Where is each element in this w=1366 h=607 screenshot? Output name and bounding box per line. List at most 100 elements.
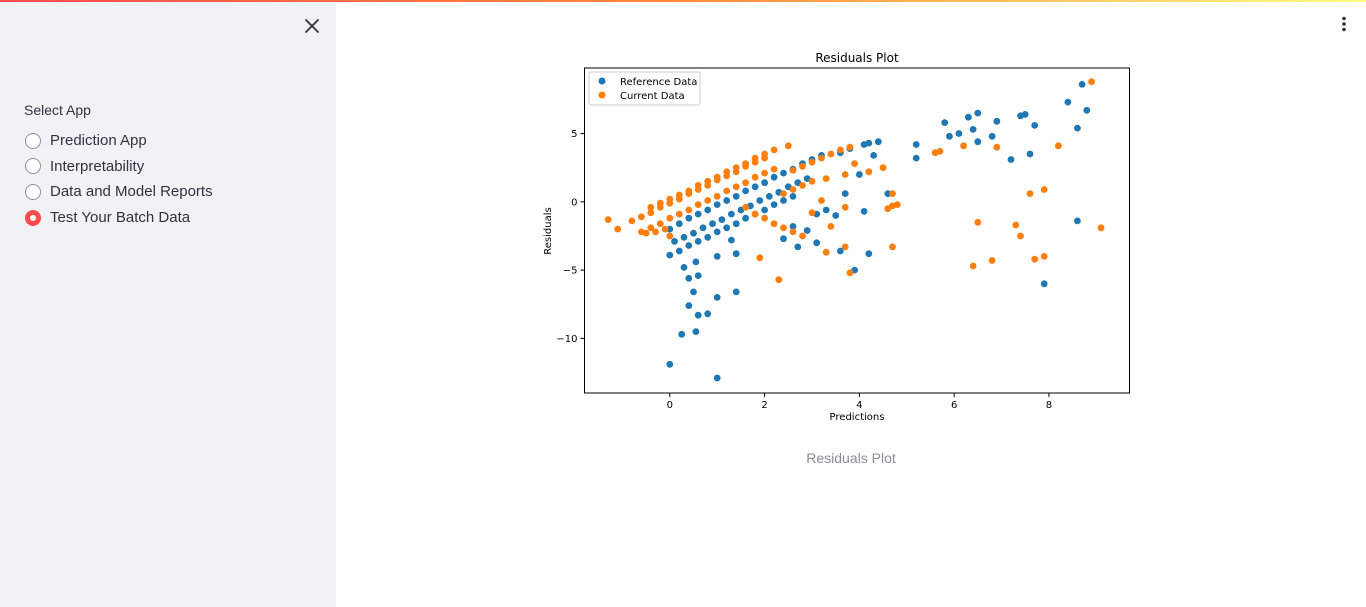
reference-point-69 xyxy=(678,330,686,338)
current-point-77 xyxy=(604,216,612,224)
current-point-71 xyxy=(841,203,849,211)
current-point-41 xyxy=(742,179,749,187)
current-point-93 xyxy=(988,257,996,264)
reference-point-50 xyxy=(874,138,882,146)
x-tick-label: 6 xyxy=(951,400,957,411)
current-point-0 xyxy=(647,203,655,211)
current-point-66 xyxy=(789,228,797,236)
current-point-46 xyxy=(799,162,806,170)
residuals-chart-container: Residuals Plot 0 2 4 6 8 −10 −5 0 5 Predictions … xyxy=(536,44,1156,439)
reference-point-78 xyxy=(837,247,844,255)
radio-button[interactable] xyxy=(25,183,41,200)
current-point-70 xyxy=(827,223,835,230)
radio-option-data-model-reports[interactable]: Data and Model Reports xyxy=(25,179,213,205)
current-point-82 xyxy=(666,232,674,240)
reference-point-63 xyxy=(690,288,697,296)
current-point-45 xyxy=(789,167,797,174)
current-point-27 xyxy=(742,162,749,170)
reference-point-104 xyxy=(1074,217,1081,225)
reference-point-65 xyxy=(692,258,700,266)
reference-point-19 xyxy=(690,229,697,237)
current-point-90 xyxy=(960,142,967,150)
reference-point-12 xyxy=(780,169,787,177)
reference-point-55 xyxy=(822,206,830,214)
current-point-13 xyxy=(770,146,778,154)
current-point-91 xyxy=(974,218,982,226)
reference-point-37 xyxy=(713,228,721,236)
reference-point-89 xyxy=(965,113,972,121)
radio-button[interactable] xyxy=(25,132,41,149)
current-point-49 xyxy=(827,150,835,158)
current-point-78 xyxy=(614,225,622,233)
reference-point-83 xyxy=(884,190,892,198)
radio-button-selected[interactable] xyxy=(25,209,41,226)
current-point-25 xyxy=(723,172,731,180)
x-tick-label: 2 xyxy=(761,400,767,411)
reference-point-105 xyxy=(1040,280,1048,288)
sidebar-close-button[interactable] xyxy=(300,14,324,38)
sidebar: Select App Prediction App Interpretabili… xyxy=(0,0,336,607)
current-point-32 xyxy=(656,220,664,228)
reference-point-93 xyxy=(988,132,996,140)
current-point-101 xyxy=(1055,142,1062,150)
reference-point-10 xyxy=(761,179,768,187)
reference-point-86 xyxy=(941,119,949,126)
current-point-68 xyxy=(808,209,816,217)
radio-option-interpretability[interactable]: Interpretability xyxy=(25,154,213,180)
reference-point-59 xyxy=(794,243,802,251)
radio-button[interactable] xyxy=(25,158,41,175)
close-icon xyxy=(305,19,319,33)
reference-point-67 xyxy=(694,311,702,319)
reference-point-38 xyxy=(723,224,731,232)
radio-option-test-batch-data[interactable]: Test Your Batch Data xyxy=(25,205,213,231)
radio-option-prediction-app[interactable]: Prediction App xyxy=(25,128,213,154)
legend-marker-reference xyxy=(598,77,606,85)
legend-box xyxy=(588,71,701,106)
y-tick-label: −10 xyxy=(556,334,577,345)
app-radio-group: Prediction App Interpretability Data and… xyxy=(25,128,213,230)
reference-point-43 xyxy=(770,201,778,209)
reference-point-72 xyxy=(732,288,740,296)
reference-point-84 xyxy=(912,154,920,162)
reference-point-76 xyxy=(732,250,740,258)
reference-point-58 xyxy=(780,235,787,243)
reference-point-102 xyxy=(1078,81,1086,88)
current-point-62 xyxy=(751,210,759,218)
reference-point-91 xyxy=(974,138,982,146)
current-point-15 xyxy=(628,217,636,225)
reference-point-18 xyxy=(680,233,688,241)
reference-point-1 xyxy=(675,220,683,228)
x-axis-label: Predictions xyxy=(830,412,885,423)
reference-point-100 xyxy=(1064,98,1072,106)
reference-point-35 xyxy=(694,238,702,245)
current-point-79 xyxy=(642,229,650,237)
radio-label: Test Your Batch Data xyxy=(50,209,191,227)
x-tick-label: 0 xyxy=(667,400,673,411)
current-point-97 xyxy=(1026,190,1034,198)
current-point-21 xyxy=(685,190,693,198)
select-app-label: Select App xyxy=(24,102,91,118)
current-point-75 xyxy=(841,243,849,251)
top-decoration-bar xyxy=(0,0,1366,2)
current-point-34 xyxy=(675,210,683,218)
current-point-102 xyxy=(1088,78,1095,86)
y-tick-label: −5 xyxy=(563,266,578,277)
reference-point-53 xyxy=(841,190,849,198)
reference-point-77 xyxy=(713,253,721,260)
current-point-47 xyxy=(808,158,816,166)
current-point-103 xyxy=(1097,224,1105,232)
reference-point-61 xyxy=(680,264,688,271)
current-point-51 xyxy=(846,143,854,151)
reference-point-70 xyxy=(704,310,712,318)
reference-point-71 xyxy=(713,294,721,301)
current-point-55 xyxy=(808,177,816,185)
current-point-61 xyxy=(742,203,749,211)
current-point-52 xyxy=(780,190,787,198)
reference-point-51 xyxy=(870,152,877,159)
current-point-19 xyxy=(666,199,674,207)
y-tick-label: 0 xyxy=(571,197,577,208)
reference-point-36 xyxy=(704,233,712,241)
reference-point-85 xyxy=(912,141,920,148)
reference-point-45 xyxy=(789,193,797,200)
main-menu-button[interactable] xyxy=(1334,14,1354,34)
